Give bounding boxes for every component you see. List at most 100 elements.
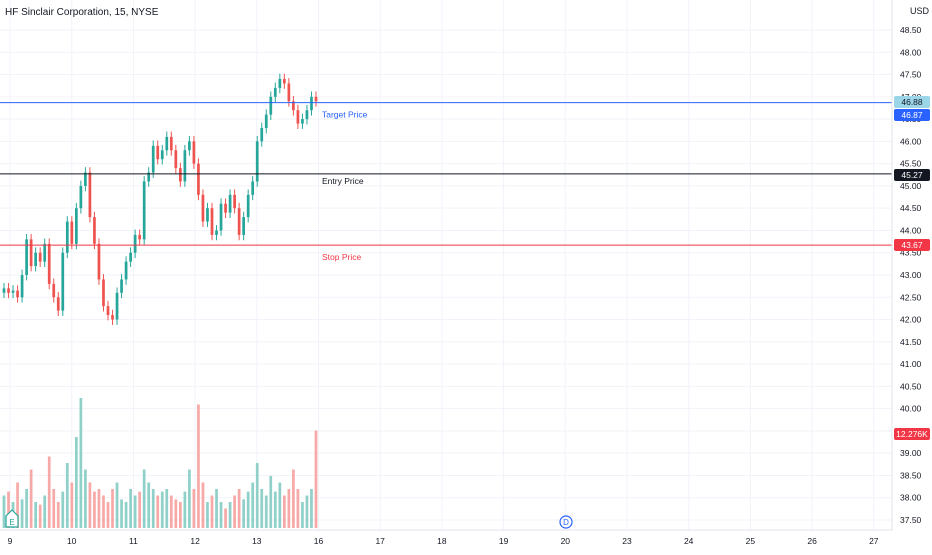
candle-body	[301, 119, 304, 124]
price-tick-label: 38.50	[900, 470, 922, 480]
volume-bar	[47, 456, 51, 528]
volume-bar	[183, 491, 187, 528]
candle-body	[246, 194, 250, 218]
volume-bar	[52, 489, 56, 528]
candle-body	[120, 279, 123, 293]
currency-label[interactable]: USD	[910, 6, 930, 16]
volume-bar	[206, 502, 209, 528]
time-tick-label: 13	[252, 536, 262, 546]
candle-body	[43, 243, 47, 262]
time-tick-label: 26	[807, 536, 817, 546]
candle-body	[138, 234, 142, 240]
candle-body	[38, 252, 42, 262]
price-tick-label: 45.00	[900, 181, 922, 191]
candle-body	[314, 96, 318, 102]
price-label-box	[894, 109, 930, 121]
candle-body	[160, 150, 164, 160]
volume-bar	[156, 495, 160, 528]
volume-bar	[129, 489, 132, 528]
earnings-e-icon[interactable]: E	[5, 509, 19, 528]
price-axis-labels: 46.88 46.87 45.27 43.67 12.276K	[894, 96, 930, 440]
candle-body	[183, 150, 187, 182]
time-tick-label: 27	[869, 536, 879, 546]
candles	[2, 73, 318, 325]
time-axis[interactable]: 9 10 11 12 13 16 17 18 19 20 23 24 25 26 27	[8, 536, 879, 546]
price-tick-label: 38.00	[900, 493, 922, 503]
volume-bar	[210, 495, 214, 528]
price-tick-label: 44.50	[900, 203, 922, 213]
volume-bar	[174, 499, 178, 528]
candle-body	[278, 79, 282, 88]
volume-bar	[133, 495, 137, 528]
time-tick-label: 17	[375, 536, 385, 546]
volume-bar	[237, 489, 241, 528]
candle-body	[20, 275, 24, 298]
volume-bar	[25, 489, 28, 528]
candle-body	[34, 252, 38, 267]
candle-body	[97, 243, 101, 280]
time-tick-label: 9	[8, 536, 13, 546]
price-line-label: Target Price	[322, 110, 368, 120]
candle-body	[233, 194, 236, 209]
candle-body	[251, 181, 255, 195]
candle-body	[264, 114, 268, 128]
candle-body	[292, 101, 295, 111]
price-label-box	[894, 428, 930, 440]
candle-body	[296, 110, 300, 124]
volume-bar	[84, 469, 87, 528]
candle-body	[56, 297, 60, 311]
volume-bar	[88, 482, 92, 528]
price-label-text: 12.276K	[896, 429, 928, 439]
chart-title: HF Sinclair Corporation, 15, NYSE	[5, 7, 159, 18]
volume-bar	[70, 482, 74, 528]
volume-bar	[120, 499, 123, 528]
candle-body	[151, 145, 155, 173]
time-tick-label: 18	[437, 536, 447, 546]
volume-bar	[151, 489, 155, 528]
candle-body	[282, 79, 286, 84]
volume-bar	[282, 495, 286, 528]
volume-bar	[255, 463, 259, 528]
volume-bar	[169, 495, 173, 528]
price-tick-label: 40.00	[900, 404, 922, 414]
dividend-d-icon[interactable]: D	[559, 515, 573, 529]
price-label-box	[894, 169, 930, 181]
price-tick-label: 47.50	[900, 70, 922, 80]
time-tick-label: 25	[746, 536, 756, 546]
candle-body	[174, 150, 178, 169]
volume-bar	[305, 495, 309, 528]
time-tick-label: 19	[499, 536, 509, 546]
volume-bar	[111, 489, 114, 528]
volume-bar	[178, 502, 182, 528]
time-tick-label: 23	[622, 536, 632, 546]
candle-body	[102, 279, 105, 307]
candle-body	[93, 217, 96, 244]
candle-body	[61, 252, 65, 311]
volume-bar	[7, 491, 10, 528]
volume-bar	[65, 463, 69, 528]
price-label-text: 46.87	[901, 110, 923, 120]
candle-body	[242, 217, 246, 235]
candle-body	[133, 234, 137, 253]
horizontal-lines[interactable]: Target Price Entry Price Stop Price	[0, 102, 892, 263]
volume-bar	[38, 504, 42, 528]
volume-bar	[102, 495, 105, 528]
candle-body	[219, 203, 223, 231]
candle-body	[129, 252, 132, 262]
candle-body	[228, 194, 232, 213]
candle-body	[74, 208, 78, 244]
volume-bar	[246, 491, 250, 528]
price-line-label: Entry Price	[322, 176, 364, 186]
volume-bar	[2, 495, 6, 528]
volume-bar	[124, 502, 128, 528]
volume-bar	[264, 495, 268, 528]
volume-bar	[56, 502, 60, 528]
price-tick-label: 45.50	[900, 159, 922, 169]
candle-body	[106, 306, 110, 316]
grid-lines	[0, 0, 892, 530]
volume-bar	[292, 469, 295, 528]
price-label-box	[894, 96, 930, 108]
price-tick-label: 48.50	[900, 25, 922, 35]
candle-body	[165, 136, 169, 151]
